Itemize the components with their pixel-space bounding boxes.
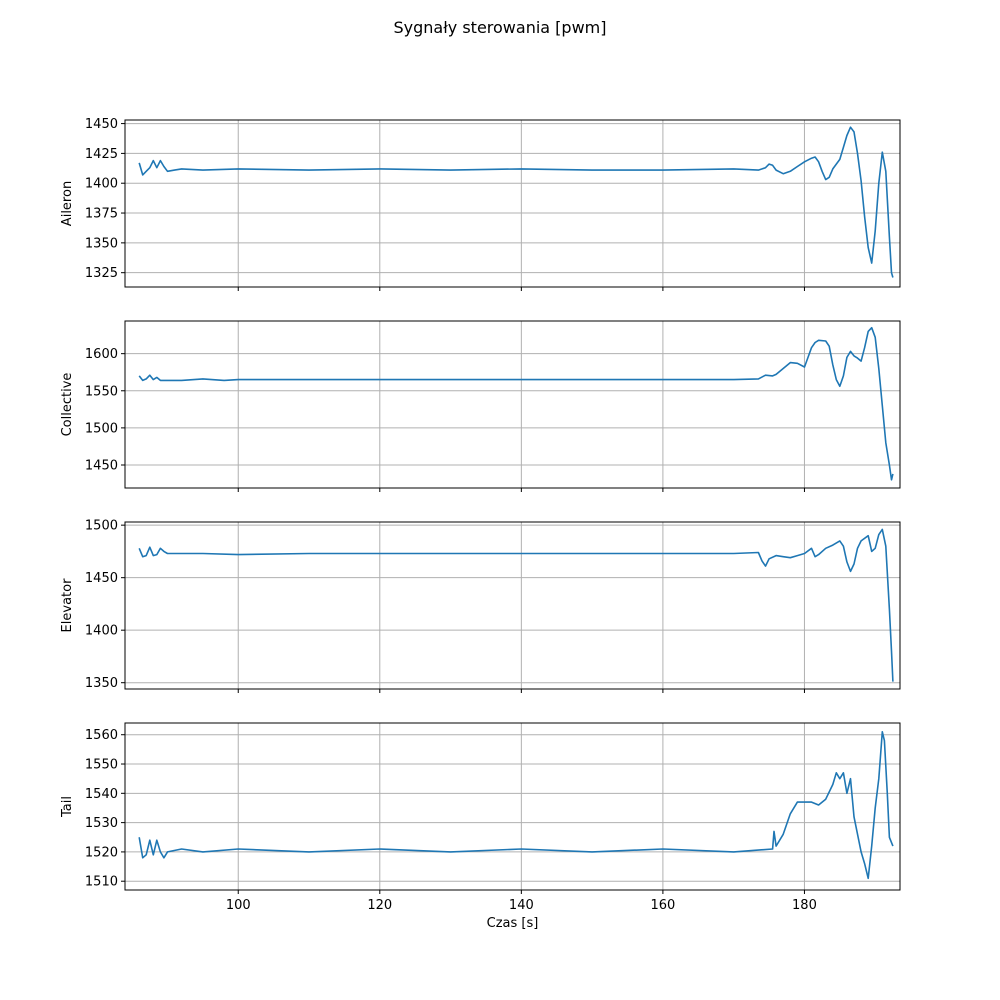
y-tick-label: 1325 (85, 266, 118, 281)
axes-frame (124, 521, 901, 690)
series-line-aileron (138, 126, 894, 278)
y-tick-label: 1425 (85, 147, 118, 162)
series-line-collective (138, 326, 894, 481)
y-tick-label: 1450 (85, 458, 118, 473)
y-axis-label: Elevator (60, 578, 75, 633)
x-tick-label: 100 (226, 898, 251, 913)
y-tick-label: 1540 (85, 787, 118, 802)
y-tick-label: 1520 (85, 845, 118, 860)
x-tick-label: 120 (367, 898, 392, 913)
y-tick-label: 1510 (85, 875, 118, 890)
y-tick-label: 1350 (85, 236, 118, 251)
figure-title: Sygnały sterowania [pwm] (393, 18, 607, 37)
subplot-collective: 1450 1500 1550 1600 Collective (60, 320, 901, 492)
y-tick-label: 1530 (85, 816, 118, 831)
x-tick-label: 140 (509, 898, 534, 913)
y-tick-label: 1550 (85, 384, 118, 399)
x-tick-label: 160 (650, 898, 675, 913)
y-tick-label: 1375 (85, 207, 118, 222)
y-tick-label: 1400 (85, 177, 118, 192)
y-axis-label: Collective (60, 373, 75, 437)
y-tick-label: 1560 (85, 728, 118, 743)
y-axis-label: Aileron (60, 181, 75, 226)
y-axis-label: Tail (60, 796, 75, 818)
x-axis-label: Czas [s] (486, 916, 539, 931)
y-tick-label: 1450 (85, 117, 118, 132)
subplot-elevator: 1350 1400 1450 1500 Elevator (60, 519, 901, 693)
y-tick-label: 1350 (85, 676, 118, 691)
series-line-elevator (138, 528, 894, 682)
x-tick-label: 180 (792, 898, 817, 913)
series-line-tail (138, 731, 894, 880)
y-tick-label: 1450 (85, 571, 118, 586)
axes-frame (124, 320, 901, 489)
subplot-aileron: 1325 1350 1375 1400 1425 1450 Aileron (60, 117, 901, 291)
y-tick-label: 1500 (85, 519, 118, 534)
subplot-tail: 1510 1520 1530 1540 1550 1560 100 120 140 160 180 T… (60, 722, 901, 913)
y-tick-label: 1400 (85, 624, 118, 639)
axes-frame (124, 119, 901, 288)
y-tick-label: 1500 (85, 421, 118, 436)
y-tick-label: 1600 (85, 347, 118, 362)
axes-frame (124, 722, 901, 891)
y-tick-label: 1550 (85, 758, 118, 773)
